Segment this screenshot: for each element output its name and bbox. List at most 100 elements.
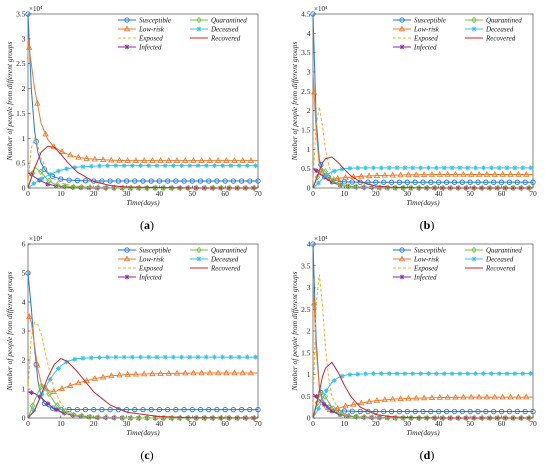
data-point (463, 184, 470, 192)
data-point (512, 371, 518, 377)
data-point (214, 406, 220, 413)
data-point (487, 184, 494, 192)
data-point (444, 170, 451, 177)
x-axis-label: Time(days) (126, 428, 160, 437)
legend-marker (471, 16, 477, 24)
legend-marker (124, 17, 130, 23)
axis-multiplier: ×10⁴ (29, 5, 43, 13)
data-point (165, 369, 172, 376)
series-recovered (312, 361, 533, 419)
data-point (218, 184, 225, 192)
x-axis-label: Time(days) (406, 198, 440, 207)
data-point (197, 406, 204, 413)
data-point (350, 400, 357, 407)
data-point (491, 170, 498, 177)
data-point (405, 171, 412, 178)
data-point (187, 163, 193, 169)
data-point (440, 184, 446, 192)
data-point (420, 394, 428, 401)
series-line (27, 321, 258, 419)
data-point (498, 179, 505, 185)
legend-label: Low-risk (413, 255, 440, 263)
y-tick-label: 0.5 (16, 159, 26, 168)
legend-marker (399, 44, 405, 50)
data-point (132, 406, 138, 413)
data-point (239, 369, 246, 376)
data-point (91, 155, 99, 162)
data-point (239, 157, 246, 163)
data-point (113, 354, 119, 360)
data-point (136, 414, 143, 422)
series-deceased (312, 165, 534, 189)
data-point (54, 181, 61, 189)
x-tick-label: 60 (221, 189, 229, 198)
x-tick-label: 30 (123, 419, 131, 428)
data-point (444, 393, 451, 400)
data-point (498, 408, 505, 415)
x-tick-label: 20 (90, 189, 98, 198)
y-axis-label: Number of people from different groups (290, 271, 299, 391)
data-point (463, 414, 470, 422)
data-point (80, 164, 86, 170)
data-point (247, 369, 255, 376)
data-point (456, 184, 462, 192)
legend-label: Exposed (138, 34, 163, 42)
legend-label: Infected (413, 273, 437, 281)
series-low-risk (310, 278, 533, 413)
y-tick-label: 0 (307, 414, 311, 423)
data-point (169, 184, 176, 192)
data-point (346, 183, 352, 190)
data-point (503, 414, 509, 422)
data-point (410, 165, 416, 171)
series-line (27, 13, 258, 182)
data-point (25, 313, 33, 319)
x-tick-label: 50 (189, 419, 197, 428)
data-point (526, 414, 533, 422)
data-point (148, 178, 154, 184)
data-point (41, 166, 48, 172)
y-tick-label: 1 (307, 370, 311, 379)
data-point (418, 371, 424, 377)
data-point (38, 383, 44, 391)
legend-label: Recovered (210, 264, 241, 272)
data-point (338, 410, 344, 418)
data-point (465, 165, 471, 171)
data-point (220, 163, 226, 169)
legend-label: Quarantined (211, 246, 247, 254)
data-point (441, 371, 447, 377)
data-point (483, 408, 489, 415)
data-point (97, 163, 102, 169)
data-point (190, 157, 197, 163)
data-point (235, 414, 241, 422)
data-point (420, 179, 426, 185)
data-point (526, 184, 533, 192)
x-tick-label: 50 (466, 419, 474, 428)
data-point (341, 408, 348, 414)
x-tick-label: 50 (189, 189, 197, 198)
data-point (495, 184, 501, 192)
y-tick-label: 1.5 (301, 348, 311, 357)
data-point (507, 393, 514, 400)
legend-marker (196, 256, 202, 262)
data-point (91, 375, 99, 381)
legend-marker (399, 17, 405, 23)
series-line (312, 361, 533, 419)
data-point (363, 165, 369, 171)
data-point (74, 406, 80, 413)
data-point (363, 371, 369, 377)
data-point (140, 178, 146, 184)
data-point (371, 165, 376, 171)
series-susceptible (25, 11, 261, 184)
data-point (481, 371, 486, 377)
legend-label: Deceased (485, 255, 514, 263)
data-point (132, 370, 140, 377)
data-point (64, 166, 70, 172)
panel-caption: (b) (420, 218, 435, 232)
series-line (312, 156, 533, 189)
x-tick-label: 0 (26, 419, 30, 428)
series-quarantined (27, 383, 258, 422)
data-point (146, 354, 152, 360)
y-tick-label: 3.5 (301, 48, 311, 57)
